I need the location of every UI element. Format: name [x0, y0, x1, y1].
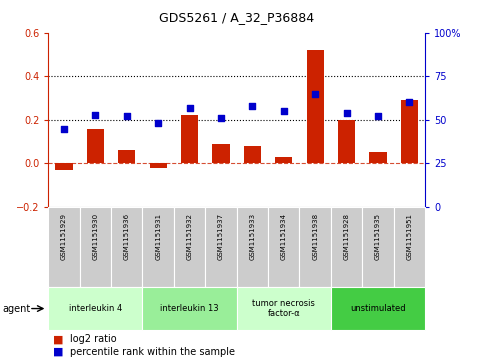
- Point: [312, 91, 319, 97]
- Text: GSM1151930: GSM1151930: [92, 213, 99, 260]
- Text: GSM1151931: GSM1151931: [155, 213, 161, 260]
- Bar: [401, 100, 418, 163]
- Text: GSM1151935: GSM1151935: [375, 213, 381, 260]
- Text: GSM1151951: GSM1151951: [406, 213, 412, 260]
- Bar: [48, 287, 142, 330]
- Text: agent: agent: [2, 303, 30, 314]
- Bar: [118, 150, 135, 163]
- Bar: [299, 207, 331, 287]
- Text: interleukin 4: interleukin 4: [69, 304, 122, 313]
- Bar: [394, 207, 425, 287]
- Point: [186, 105, 194, 110]
- Bar: [331, 287, 425, 330]
- Text: GSM1151933: GSM1151933: [249, 213, 256, 260]
- Bar: [362, 207, 394, 287]
- Point: [217, 115, 225, 121]
- Text: GSM1151928: GSM1151928: [343, 213, 350, 260]
- Point: [280, 108, 288, 114]
- Text: GSM1151938: GSM1151938: [312, 213, 318, 260]
- Point: [249, 103, 256, 109]
- Bar: [56, 163, 72, 170]
- Bar: [237, 207, 268, 287]
- Text: GSM1151937: GSM1151937: [218, 213, 224, 260]
- Bar: [307, 50, 324, 163]
- Point: [60, 126, 68, 131]
- Text: GSM1151936: GSM1151936: [124, 213, 130, 260]
- Bar: [181, 115, 198, 163]
- Text: GSM1151932: GSM1151932: [186, 213, 193, 260]
- Bar: [338, 120, 355, 163]
- Bar: [268, 207, 299, 287]
- Text: GSM1151934: GSM1151934: [281, 213, 287, 260]
- Point: [92, 112, 99, 118]
- Bar: [369, 152, 386, 163]
- Text: GDS5261 / A_32_P36884: GDS5261 / A_32_P36884: [159, 11, 314, 24]
- Bar: [150, 163, 167, 168]
- Bar: [244, 146, 261, 163]
- Text: log2 ratio: log2 ratio: [70, 334, 117, 344]
- Text: unstimulated: unstimulated: [350, 304, 406, 313]
- Text: interleukin 13: interleukin 13: [160, 304, 219, 313]
- Point: [343, 110, 351, 116]
- Text: tumor necrosis
factor-α: tumor necrosis factor-α: [252, 299, 315, 318]
- Point: [123, 113, 130, 119]
- Bar: [275, 157, 292, 163]
- Bar: [87, 129, 104, 163]
- Bar: [142, 287, 237, 330]
- Bar: [111, 207, 142, 287]
- Bar: [237, 287, 331, 330]
- Point: [374, 113, 382, 119]
- Bar: [213, 144, 229, 163]
- Bar: [80, 207, 111, 287]
- Bar: [331, 207, 362, 287]
- Point: [155, 121, 162, 126]
- Bar: [174, 207, 205, 287]
- Bar: [142, 207, 174, 287]
- Bar: [48, 207, 80, 287]
- Text: ■: ■: [53, 347, 64, 357]
- Text: ■: ■: [53, 334, 64, 344]
- Point: [406, 99, 413, 105]
- Bar: [205, 207, 237, 287]
- Text: percentile rank within the sample: percentile rank within the sample: [70, 347, 235, 357]
- Text: GSM1151929: GSM1151929: [61, 213, 67, 260]
